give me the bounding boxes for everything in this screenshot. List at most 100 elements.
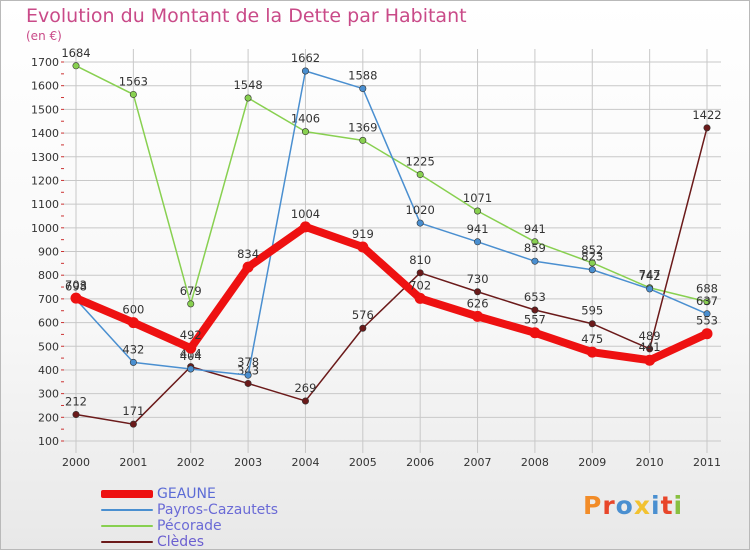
x-tick-label: 2000 (62, 456, 90, 469)
legend-label: Pécorade (157, 518, 222, 534)
data-label: 1422 (692, 108, 721, 122)
y-tick-label: 1400 (31, 127, 59, 140)
y-tick-label: 1000 (31, 222, 59, 235)
logo-letter: x (633, 491, 651, 520)
data-point (416, 269, 424, 277)
logo-letter: t (660, 491, 674, 520)
x-tick-label: 2003 (234, 456, 262, 469)
legend-item: GEAUNE (101, 486, 278, 502)
logo-letter: i (651, 491, 661, 520)
data-point (129, 90, 137, 98)
data-point (129, 358, 137, 366)
legend-label: Payros-Cazautets (157, 502, 279, 518)
data-label: 1406 (291, 112, 320, 126)
x-tick-label: 2004 (291, 456, 319, 469)
legend-label: GEAUNE (157, 486, 216, 502)
data-point (359, 85, 367, 93)
data-point (588, 320, 596, 328)
data-label: 742 (639, 269, 661, 283)
data-label: 747 (639, 268, 661, 282)
legend-item: Pécorade (101, 518, 278, 534)
data-point (588, 259, 596, 267)
data-label: 941 (467, 222, 489, 236)
data-label: 626 (467, 296, 489, 310)
x-tick-label: 2001 (119, 456, 147, 469)
data-point (244, 379, 252, 387)
data-label: 600 (122, 303, 144, 317)
y-tick-label: 400 (38, 364, 59, 377)
y-tick-label: 700 (38, 293, 59, 306)
data-label: 1588 (348, 69, 377, 83)
data-point (701, 328, 713, 340)
data-point (359, 324, 367, 332)
data-label: 212 (65, 394, 87, 408)
data-label: 1225 (406, 155, 435, 169)
x-tick-label: 2002 (177, 456, 205, 469)
y-tick-label: 900 (38, 246, 59, 259)
y-tick-label: 200 (38, 411, 59, 424)
y-tick-label: 1300 (31, 151, 59, 164)
data-label: 1071 (463, 191, 492, 205)
x-tick-label: 2011 (693, 456, 721, 469)
data-label: 1548 (233, 78, 262, 92)
data-point (414, 292, 426, 304)
data-point (187, 300, 195, 308)
data-point (474, 238, 482, 246)
data-point (646, 285, 654, 293)
data-label: 489 (639, 329, 661, 343)
data-label: 432 (122, 342, 144, 356)
data-point (299, 221, 311, 233)
data-point (187, 365, 195, 373)
data-label: 404 (180, 349, 202, 363)
data-label: 553 (696, 314, 718, 328)
data-point (185, 342, 197, 354)
data-label: 557 (524, 313, 546, 327)
series-line-Payros-Cazautets (75, 70, 708, 376)
x-tick-label: 2007 (464, 456, 492, 469)
data-point (72, 410, 80, 418)
data-label: 823 (581, 250, 603, 264)
data-point (529, 327, 541, 339)
x-tick-label: 2010 (636, 456, 664, 469)
legend: GEAUNE Payros-Cazautets Pécorade Clèdes (101, 486, 278, 550)
data-point (416, 171, 424, 179)
y-tick-label: 300 (38, 388, 59, 401)
data-point (472, 310, 484, 322)
data-point (531, 306, 539, 314)
data-label: 1684 (61, 46, 90, 60)
logo-letter: P (583, 491, 603, 520)
logo-letter: r (602, 491, 616, 520)
data-label: 637 (696, 294, 718, 308)
y-tick-label: 1500 (31, 103, 59, 116)
data-label: 1020 (406, 203, 435, 217)
x-tick-label: 2005 (349, 456, 377, 469)
y-tick-label: 1600 (31, 80, 59, 93)
data-point (70, 292, 82, 304)
data-point (129, 420, 137, 428)
data-label: 941 (524, 222, 546, 236)
data-point (357, 241, 369, 253)
legend-swatch (101, 525, 153, 527)
data-point (127, 317, 139, 329)
data-label: 730 (467, 272, 489, 286)
data-label: 688 (696, 282, 718, 296)
legend-swatch (101, 509, 153, 511)
data-label: 698 (65, 279, 87, 293)
y-tick-label: 1100 (31, 198, 59, 211)
proxiti-logo: Proxiti (583, 491, 683, 520)
y-tick-label: 500 (38, 340, 59, 353)
data-label: 852 (581, 243, 603, 257)
data-point (531, 257, 539, 265)
data-point (301, 67, 309, 75)
data-label: 810 (409, 253, 431, 267)
logo-letter: i (673, 491, 684, 520)
data-point (474, 207, 482, 215)
data-label: 595 (581, 304, 603, 318)
data-label: 859 (524, 241, 546, 255)
y-tick-label: 800 (38, 269, 59, 282)
data-label: 441 (639, 340, 661, 354)
data-label: 269 (294, 381, 316, 395)
data-label: 703 (65, 278, 87, 292)
y-tick-label: 1200 (31, 174, 59, 187)
